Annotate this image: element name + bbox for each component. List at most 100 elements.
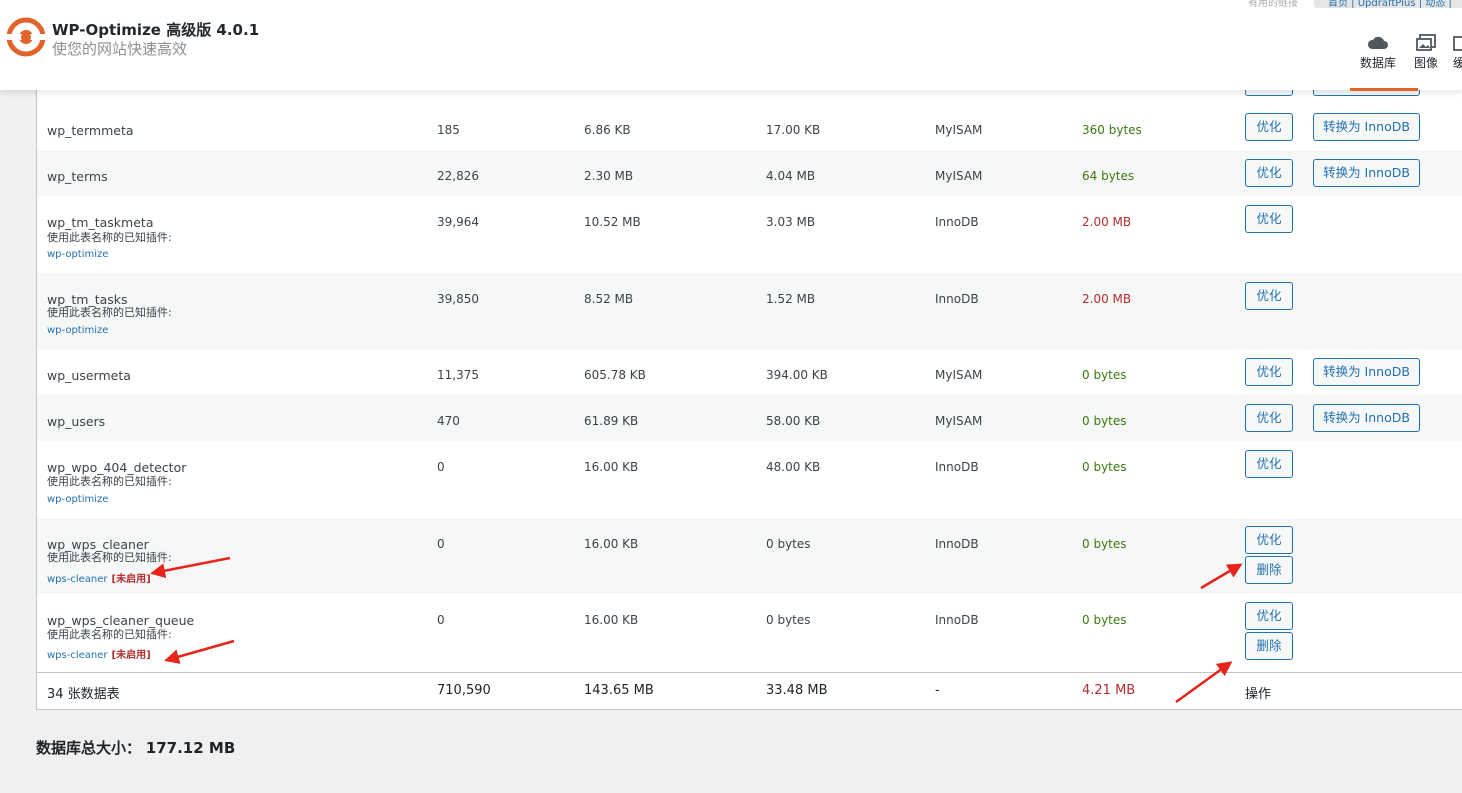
nav-tab-images[interactable]: 图像 (1410, 34, 1442, 71)
records-cell: 22,826 (437, 169, 479, 183)
index-size-cell: 1.52 MB (766, 292, 816, 306)
nav-tab-cache[interactable]: 缓 (1452, 34, 1462, 71)
overhead-cell: 0 bytes (1082, 368, 1127, 382)
useful-links-label: 有用的链接 (1248, 0, 1298, 9)
records-cell: 0 (437, 613, 445, 627)
overhead-cell: 2.00 MB (1082, 215, 1132, 229)
overhead-cell: 0 bytes (1082, 414, 1127, 428)
convert-innodb-button[interactable]: 转换为 InnoDB (1313, 113, 1420, 141)
records-cell: 0 (437, 537, 445, 551)
plugin-link[interactable]: wp-optimize (47, 325, 109, 336)
records-cell: 185 (437, 123, 460, 137)
type-cell: InnoDB (935, 537, 979, 551)
records-cell: 39,850 (437, 292, 479, 306)
plugin-note: 使用此表名称的已知插件: (47, 306, 172, 319)
index-size-cell: 3.03 MB (766, 215, 816, 229)
table-name: wp_tm_tasks (47, 292, 128, 307)
convert-innodb-button[interactable]: 转换为 InnoDB (1313, 159, 1420, 187)
plugin-link[interactable]: wp-optimize (47, 249, 109, 260)
data-size-cell: 16.00 KB (584, 537, 639, 551)
overhead-cell: 64 bytes (1082, 169, 1135, 183)
nav-active-indicator (1350, 88, 1418, 91)
table-row: wp_usermeta 11,375 605.78 KB 394.00 KB M… (37, 349, 1462, 395)
data-size-cell: 605.78 KB (584, 368, 646, 382)
plugin-note: 使用此表名称的已知插件: (47, 551, 172, 564)
index-size-cell: 394.00 KB (766, 368, 828, 382)
records-cell: 470 (437, 414, 460, 428)
table-row: wp_tm_taskmeta 使用此表名称的已知插件: wp-optimize … (37, 196, 1462, 273)
plugin-link[interactable]: wps-cleaner (47, 574, 108, 585)
table-row: wp_terms 22,826 2.30 MB 4.04 MB MyISAM 6… (37, 150, 1462, 196)
footer-actions: 操作 (1245, 687, 1272, 702)
cloud-icon (1367, 36, 1388, 49)
table-name: wp_wps_cleaner_queue (47, 613, 195, 628)
optimize-button[interactable]: 优化 (1245, 450, 1293, 478)
table-name: wp_tm_taskmeta (47, 215, 154, 230)
table-name: wp_termmeta (47, 123, 134, 138)
plugin-note: 使用此表名称的已知插件: (47, 475, 172, 488)
optimize-button[interactable]: 优化 (1245, 404, 1293, 432)
type-cell: InnoDB (935, 215, 979, 229)
index-size-cell: 0 bytes (766, 537, 811, 551)
inactive-badge: [未启用] (111, 574, 151, 585)
plugin-header: WP-Optimize 高级版 4.0.1 使您的网站快速高效 有用的链接 首页… (0, 0, 1462, 91)
optimize-button[interactable]: 优化 (1245, 113, 1293, 141)
index-size-cell: 4.04 MB (766, 169, 816, 183)
nav-tab-label: 数据库 (1359, 56, 1396, 70)
plugin-link[interactable]: wp-optimize (47, 494, 109, 505)
table-name: wp_users (47, 414, 106, 429)
type-cell: MyISAM (935, 414, 983, 428)
overhead-cell: 0 bytes (1082, 460, 1127, 474)
table-row: wp_users 470 61.89 KB 58.00 KB MyISAM 0 … (37, 395, 1462, 441)
footer-records: 710,590 (437, 683, 491, 698)
optimize-button[interactable]: 优化 (1245, 205, 1293, 233)
convert-innodb-button[interactable]: 转换为 InnoDB (1313, 358, 1420, 386)
images-icon (1416, 34, 1436, 51)
optimize-button[interactable]: 优化 (1245, 159, 1293, 187)
index-size-cell: 17.00 KB (766, 123, 821, 137)
optimize-button[interactable]: 优化 (1245, 282, 1293, 310)
type-cell: InnoDB (935, 613, 979, 627)
table-row: wp_wpo_404_detector 使用此表名称的已知插件: wp-opti… (37, 441, 1462, 518)
total-value: 177.12 MB (145, 739, 236, 757)
optimize-button[interactable]: 优化 (1245, 526, 1293, 554)
type-cell: MyISAM (935, 368, 983, 382)
footer-type: - (935, 683, 940, 698)
top-links: 有用的链接 首页 | UpdraftPlus | 动态 | (1248, 0, 1462, 9)
table-name: wp_wpo_404_detector (47, 460, 187, 475)
records-cell: 0 (437, 460, 445, 474)
footer-index-size: 33.48 MB (766, 683, 828, 698)
delete-button[interactable]: 删除 (1245, 556, 1293, 584)
convert-innodb-button[interactable]: 转换为 InnoDB (1313, 404, 1420, 432)
type-cell: MyISAM (935, 123, 983, 137)
data-size-cell: 61.89 KB (584, 414, 639, 428)
overhead-cell: 2.00 MB (1082, 292, 1132, 306)
records-cell: 11,375 (437, 368, 479, 382)
data-size-cell: 10.52 MB (584, 215, 641, 229)
footer-table-count: 34 张数据表 (47, 687, 120, 702)
delete-button[interactable]: 删除 (1245, 632, 1293, 660)
table-row: wp_termmeta 185 6.86 KB 17.00 KB MyISAM … (37, 104, 1462, 150)
table-row: wp_wps_cleaner 使用此表名称的已知插件: wps-cleaner[… (37, 518, 1462, 594)
plugin-title: WP-Optimize 高级版 4.0.1 (52, 21, 260, 39)
overhead-cell: 0 bytes (1082, 613, 1127, 627)
overhead-cell: 360 bytes (1082, 123, 1142, 137)
data-size-cell: 6.86 KB (584, 123, 631, 137)
table-row: wp_wps_cleaner_queue 使用此表名称的已知插件: wps-cl… (37, 594, 1462, 672)
optimize-button[interactable]: 优化 (1245, 602, 1293, 630)
plugin-subtitle: 使您的网站快速高效 (52, 40, 188, 58)
data-size-cell: 8.52 MB (584, 292, 634, 306)
table-footer: 34 张数据表 710,590 143.65 MB 33.48 MB - 4.2… (37, 672, 1462, 708)
index-size-cell: 58.00 KB (766, 414, 821, 428)
table-name: wp_usermeta (47, 368, 131, 383)
plugin-note: 使用此表名称的已知插件: (47, 231, 172, 244)
top-links-pill[interactable]: 首页 | UpdraftPlus | 动态 | (1314, 0, 1462, 8)
nav-tab-label: 缓 (1452, 56, 1462, 70)
plugin-link[interactable]: wps-cleaner (47, 650, 108, 661)
plugin-link-row: wps-cleaner [未启用] (47, 570, 151, 585)
type-cell: InnoDB (935, 460, 979, 474)
nav-tab-database[interactable]: 数据库 (1356, 34, 1400, 71)
inactive-badge: [未启用] (111, 650, 151, 661)
optimize-button[interactable]: 优化 (1245, 358, 1293, 386)
wp-optimize-logo (6, 17, 46, 57)
